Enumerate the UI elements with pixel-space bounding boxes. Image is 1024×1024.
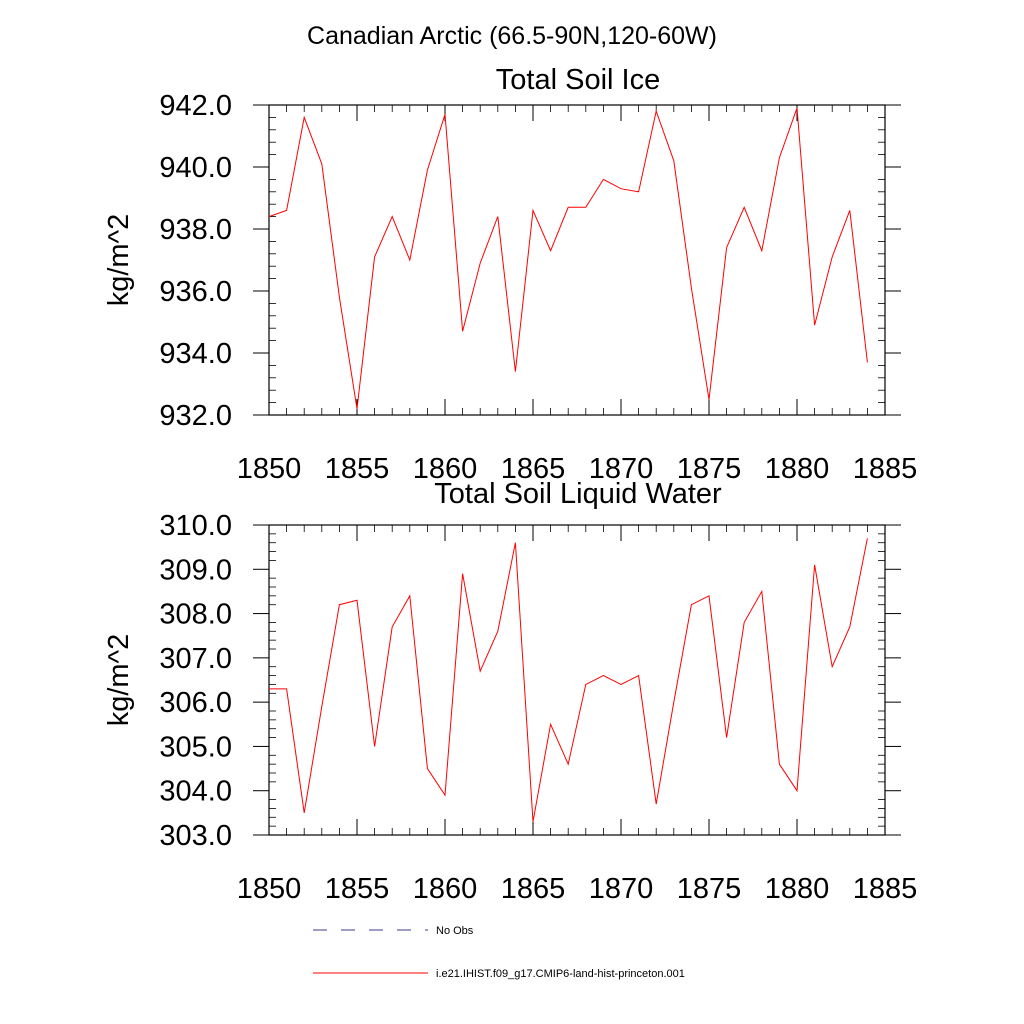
y-tick-label: 306.0 xyxy=(159,687,232,719)
x-tick-label: 1865 xyxy=(501,453,566,485)
y-tick-label: 940.0 xyxy=(159,152,232,184)
x-tick-label: 1870 xyxy=(589,873,654,905)
x-tick-label: 1860 xyxy=(413,873,478,905)
series-line xyxy=(269,538,868,822)
x-tick-label: 1880 xyxy=(765,873,830,905)
y-tick-label: 310.0 xyxy=(159,510,232,542)
plot-frame xyxy=(268,104,886,416)
y-tick-label: 308.0 xyxy=(159,599,232,631)
y-tick-label: 307.0 xyxy=(159,643,232,675)
y-tick-label: 938.0 xyxy=(159,214,232,246)
legend-label-no-obs: No Obs xyxy=(436,925,474,937)
y-tick-label: 305.0 xyxy=(159,731,232,763)
x-tick-label: 1870 xyxy=(589,453,654,485)
y-axis-label: kg/m^2 xyxy=(103,214,135,307)
x-tick-label: 1885 xyxy=(853,453,918,485)
y-tick-label: 936.0 xyxy=(159,276,232,308)
x-tick-label: 1855 xyxy=(325,873,390,905)
y-tick-label: 304.0 xyxy=(159,776,232,808)
plot-frame xyxy=(268,524,886,836)
chart-panel-total-soil-ice: Total Soil Ice kg/m^2 1850 1855 1860 1865 18… xyxy=(103,64,917,485)
chart-title: Total Soil Ice xyxy=(496,64,660,96)
x-tick-label: 1885 xyxy=(853,873,918,905)
x-tick-label: 1875 xyxy=(677,873,742,905)
chart-title: Total Soil Liquid Water xyxy=(434,478,722,510)
legend: No Obs i.e21.IHIST.f09_g17.CMIP6-land-hi… xyxy=(313,925,685,980)
chart-panel-total-soil-liquid-water: Total Soil Liquid Water kg/m^2 1850 1855 1… xyxy=(103,478,917,905)
x-tick-label: 1850 xyxy=(237,873,302,905)
x-tick-label: 1860 xyxy=(413,453,478,485)
y-tick-label: 934.0 xyxy=(159,338,232,370)
series-line xyxy=(268,107,868,409)
y-tick-label: 932.0 xyxy=(159,400,232,432)
y-tick-label: 942.0 xyxy=(159,90,232,122)
legend-label-model: i.e21.IHIST.f09_g17.CMIP6-land-hist-prin… xyxy=(436,968,685,980)
y-axis-label: kg/m^2 xyxy=(103,634,135,727)
x-tick-label: 1875 xyxy=(677,453,742,485)
x-tick-label: 1855 xyxy=(325,453,390,485)
x-tick-label: 1865 xyxy=(501,873,566,905)
y-tick-label: 309.0 xyxy=(159,554,232,586)
page-title: Canadian Arctic (66.5-90N,120-60W) xyxy=(307,22,717,50)
x-tick-label: 1880 xyxy=(765,453,830,485)
x-tick-label: 1850 xyxy=(237,453,302,485)
y-tick-label: 303.0 xyxy=(159,820,232,852)
